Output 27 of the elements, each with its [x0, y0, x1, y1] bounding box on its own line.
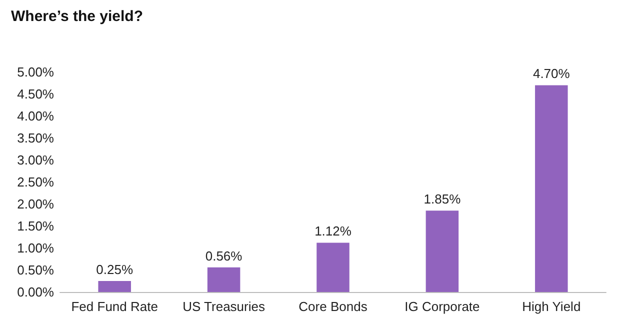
y-tick-label: 2.00% — [17, 196, 54, 212]
data-label: 1.12% — [314, 224, 352, 239]
data-label: 4.70% — [532, 66, 570, 82]
bar — [535, 85, 568, 292]
bar — [98, 281, 131, 292]
y-tick-label: 4.50% — [17, 86, 54, 102]
x-tick-label: US Treasuries — [182, 299, 266, 314]
bar — [316, 242, 350, 292]
x-tick-label: IG Corporate — [404, 299, 480, 314]
chart-title: Where’s the yield? — [11, 8, 143, 25]
y-tick-label: 3.50% — [17, 130, 54, 146]
y-tick-label: 1.00% — [17, 240, 54, 256]
y-tick-label: 4.00% — [17, 108, 54, 124]
data-label: 0.25% — [96, 262, 134, 277]
y-tick-label: 0.50% — [17, 262, 54, 278]
data-label: 1.85% — [424, 192, 462, 207]
y-tick-label: 3.00% — [17, 152, 54, 168]
bar — [207, 267, 240, 292]
x-tick-label: High Yield — [522, 299, 581, 314]
y-tick-label: 2.50% — [17, 174, 54, 190]
data-label: 0.56% — [205, 248, 243, 264]
x-tick-label: Fed Fund Rate — [71, 299, 158, 314]
y-tick-label: 0.00% — [17, 284, 54, 300]
y-tick-label: 1.50% — [17, 218, 54, 234]
bar — [426, 210, 459, 292]
x-tick-label: Core Bonds — [298, 299, 368, 314]
y-tick-label: 5.00% — [17, 64, 54, 80]
